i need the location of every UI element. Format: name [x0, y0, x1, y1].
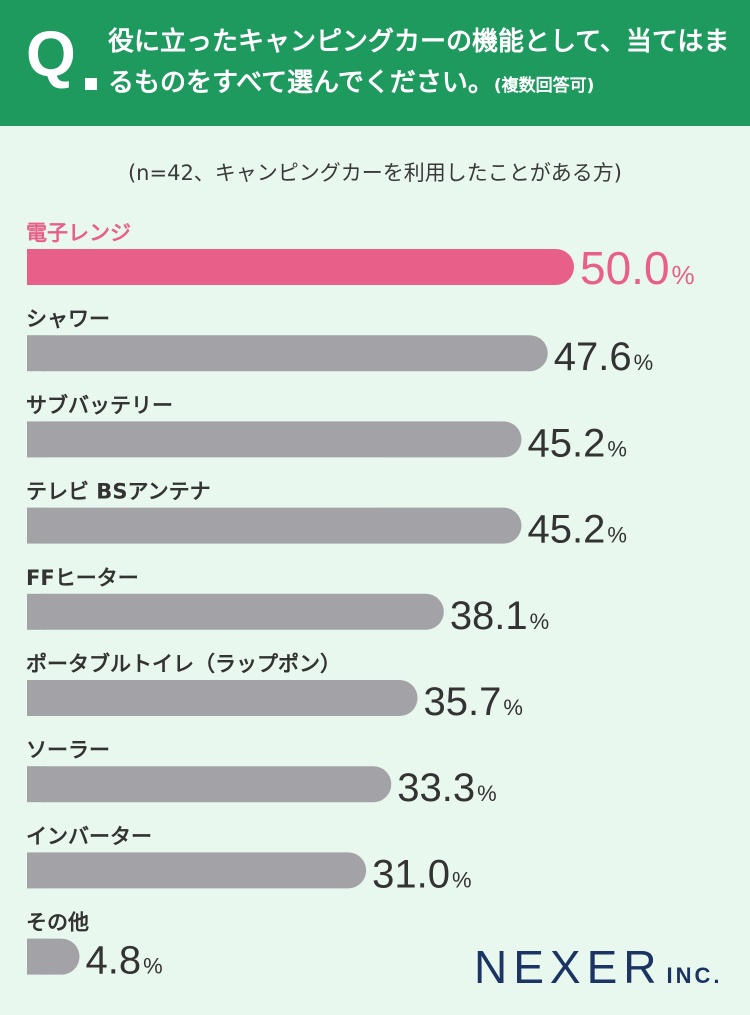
value-number: 31.0 — [372, 852, 450, 896]
category-label: その他 — [26, 911, 89, 935]
value-number: 38.1 — [450, 594, 528, 638]
category-label: 電子レンジ — [26, 221, 131, 245]
category-label: FFヒーター — [26, 566, 139, 590]
bar-left-edge — [27, 852, 45, 889]
value-label: 31.0% — [372, 852, 471, 896]
value-unit: % — [672, 260, 695, 290]
sample-note: (n=42、キャンピングカーを利用したことがある方) — [127, 161, 622, 185]
question-text: 役に立ったキャンピングカーの機能として、当てはまるものをすべて選んでください。(… — [108, 22, 738, 107]
value-unit: % — [530, 609, 550, 634]
value-label: 45.2% — [527, 508, 626, 552]
bar-left-edge — [27, 421, 45, 458]
value-label: 38.1% — [450, 594, 549, 638]
value-unit: % — [503, 695, 523, 720]
bar-left-edge — [27, 335, 45, 372]
value-label: 45.2% — [527, 421, 626, 465]
value-label: 50.0% — [580, 242, 695, 294]
category-label: シャワー — [26, 307, 110, 331]
value-number: 35.7 — [424, 680, 502, 724]
value-number: 33.3 — [397, 766, 475, 810]
bar — [27, 249, 574, 285]
category-label: ポータブルトイレ（ラップポン） — [26, 652, 341, 676]
category-label: インバーター — [26, 824, 152, 848]
brand-logo: NEXER INC. — [474, 940, 722, 994]
q-dot — [85, 78, 97, 90]
question-header: Q 役に立ったキャンピングカーの機能として、当てはまるものをすべて選んでください… — [0, 0, 750, 126]
bar-left-edge — [27, 766, 45, 803]
bar — [27, 852, 367, 889]
bar — [27, 680, 418, 716]
q-mark: Q — [26, 18, 76, 90]
category-label: ソーラー — [26, 738, 110, 762]
category-label: サブバッテリー — [26, 393, 173, 417]
bar — [27, 766, 392, 803]
bar-left-edge — [27, 593, 45, 630]
value-number: 45.2 — [527, 421, 605, 465]
brand-suffix: INC. — [666, 963, 723, 988]
bar — [27, 421, 522, 458]
value-label: 4.8% — [86, 939, 163, 983]
value-unit: % — [634, 350, 654, 375]
value-number: 4.8 — [86, 939, 142, 983]
question-note: (複数回答可) — [493, 76, 595, 96]
brand-name: NEXER — [474, 941, 663, 993]
bar — [27, 335, 548, 372]
value-number: 47.6 — [554, 335, 632, 379]
value-unit: % — [607, 523, 627, 548]
bar-left-edge — [27, 249, 45, 285]
bar-left-edge — [27, 507, 45, 544]
bar-left-edge — [27, 938, 45, 975]
value-label: 47.6% — [554, 335, 653, 379]
value-unit: % — [452, 867, 472, 892]
value-unit: % — [143, 954, 163, 979]
value-unit: % — [477, 781, 497, 806]
value-number: 45.2 — [527, 508, 605, 552]
value-label: 33.3% — [397, 766, 496, 810]
question-main: 役に立ったキャンピングカーの機能として、当てはまるものをすべて選んでください。 — [108, 27, 730, 98]
value-number: 50.0 — [580, 242, 670, 294]
category-label: テレビ BSアンテナ — [26, 480, 211, 504]
bar — [27, 593, 444, 630]
bar-left-edge — [27, 680, 45, 716]
value-unit: % — [607, 436, 627, 461]
bar — [27, 507, 522, 544]
value-label: 35.7% — [424, 680, 523, 724]
